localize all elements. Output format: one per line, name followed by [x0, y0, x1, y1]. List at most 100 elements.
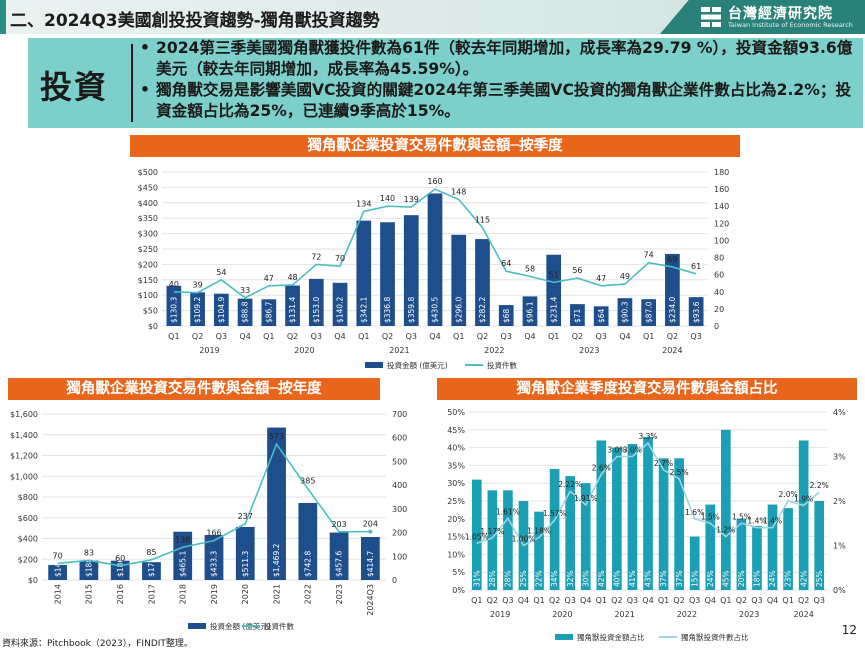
bar-value-label: $90.3 [621, 301, 630, 323]
bar-value-label: $71 [573, 308, 582, 323]
bar [522, 296, 538, 326]
bar-value-label: 30% [581, 570, 590, 587]
x-tick-label: Q2 [192, 332, 203, 341]
bar-value-label: $131.4 [288, 297, 297, 323]
bar [617, 298, 633, 326]
y-right-tick-label: 600 [392, 434, 407, 443]
bar-value-label: $465.1 [178, 551, 187, 577]
line-value-label: 138 [175, 535, 190, 544]
y-right-tick-label: 160 [714, 185, 729, 194]
y-right-tick-label: 100 [714, 236, 729, 245]
bar [173, 531, 193, 580]
bar-value-label: 25% [519, 570, 528, 587]
line-value-label: 83 [84, 548, 94, 557]
y-right-tick-label: 0 [392, 576, 397, 585]
line-value-label: 3.0% [623, 446, 642, 455]
bar [451, 234, 467, 326]
line-value-label: 61 [691, 262, 701, 271]
line-value-label: 2.0% [779, 490, 798, 499]
bar [783, 508, 793, 590]
line-value-label: 148 [451, 187, 466, 196]
bar-value-label: $414.7 [366, 551, 375, 577]
line-value-label: 573 [269, 432, 284, 441]
bar-value-label: $172 [147, 558, 156, 577]
y-left-tick-label: $1,400 [10, 431, 38, 440]
x-tick-label: Q3 [406, 332, 417, 341]
bar-value-label: 23% [784, 570, 793, 587]
bar [356, 220, 372, 326]
summary-bullet: 獨角獸交易是影響美國VC投資的關鍵2024年第三季美國VC投資的獨角獸企業件數占… [140, 80, 860, 122]
line-value-label: 54 [216, 268, 226, 277]
line-value-label: 1.17% [480, 527, 504, 536]
annual-chart: $0 $200 $400 $600 $800 $1,000 $1,200 $1,400 $1,6… [10, 410, 407, 631]
line-value-label: 47 [596, 274, 606, 283]
bar [204, 535, 224, 580]
y-right-tick-label: 180 [714, 168, 729, 177]
y-left-tick-label: 20% [447, 515, 465, 524]
y-left-tick-label: $0 [148, 322, 158, 331]
x-tick-label: Q3 [814, 596, 825, 605]
x-tick-label: Q1 [453, 332, 464, 341]
bar [403, 215, 419, 326]
chart3-title: 獨角獸企業季度投資交易件數與金額占比 [437, 378, 857, 400]
x-tick-label: Q3 [595, 332, 606, 341]
bar [767, 504, 778, 590]
bar-value-label: 42% [597, 570, 606, 587]
bar [329, 532, 349, 580]
x-tick-label: Q2 [667, 332, 678, 341]
y-left-tick-label: $800 [18, 493, 38, 502]
x-year-label: 2024 [793, 610, 813, 619]
y-left-tick-label: 45% [447, 426, 465, 435]
bar-value-label: $342.1 [359, 297, 368, 323]
x-year-label: 2019 [199, 346, 219, 355]
page-title: 二、2024Q3美國創投投資趨勢-獨角獸投資趨勢 [10, 11, 380, 31]
line-value-label: 69 [667, 255, 677, 264]
x-tick-label: Q1 [720, 596, 731, 605]
y-left-tick-label: 0% [452, 586, 465, 595]
line-value-label: 70 [335, 254, 345, 263]
x-tick-label: Q4 [580, 596, 591, 605]
x-tick-label: Q2 [382, 332, 393, 341]
x-tick-label: Q4 [619, 332, 630, 341]
bar [332, 282, 348, 326]
y-left-tick-label: $100 [138, 291, 158, 300]
x-tick-label: 2022 [304, 584, 313, 604]
bar [580, 483, 591, 590]
line-value-label: 139 [404, 195, 419, 204]
line-value-label: 160 [427, 177, 442, 186]
x-tick-label: Q2 [673, 596, 684, 605]
legend-label-bars: 獨角獸投資金額占比 [577, 632, 645, 642]
y-left-tick-label: $250 [138, 245, 158, 254]
tier-logo-icon [701, 7, 721, 27]
bar-value-label: $430.5 [431, 297, 440, 323]
legend-swatch-bars [555, 634, 573, 640]
bar-value-label: $336.8 [383, 297, 392, 323]
x-tick-label: Q1 [358, 332, 369, 341]
y-right-tick-label: 100 [392, 552, 407, 561]
y-left-tick-label: 5% [452, 568, 465, 577]
bar [471, 479, 482, 590]
x-tick-label: 2016 [116, 584, 125, 604]
bar-value-label: 37% [675, 570, 684, 587]
x-year-label: 2024 [662, 346, 682, 355]
x-tick-label: Q3 [690, 332, 701, 341]
x-tick-label: Q4 [239, 332, 250, 341]
bar [475, 239, 490, 326]
x-tick-label: 2015 [85, 584, 94, 604]
bar [570, 304, 585, 326]
share-chart: 0% 5% 10% 15% 20% 25% 30% 35% 40% 45% 50% 0% 1% 2% 3% 4… [447, 408, 846, 642]
line-value-label: 47 [264, 274, 274, 283]
y-left-tick-label: $300 [138, 230, 158, 239]
bar-value-label: 20% [737, 570, 746, 587]
line-value-label: 85 [146, 548, 156, 557]
line-value-label: 1.57% [543, 509, 567, 518]
y-left-tick-label: $350 [138, 214, 158, 223]
line-value-label: 39 [193, 281, 203, 290]
x-tick-label: 2017 [147, 584, 156, 604]
bar-value-label: 24% [768, 570, 777, 587]
y-right-tick-label: 120 [714, 219, 729, 228]
bar [546, 254, 562, 326]
x-tick-label: Q2 [549, 596, 560, 605]
x-tick-label: Q4 [642, 596, 653, 605]
x-tick-label: Q2 [572, 332, 583, 341]
